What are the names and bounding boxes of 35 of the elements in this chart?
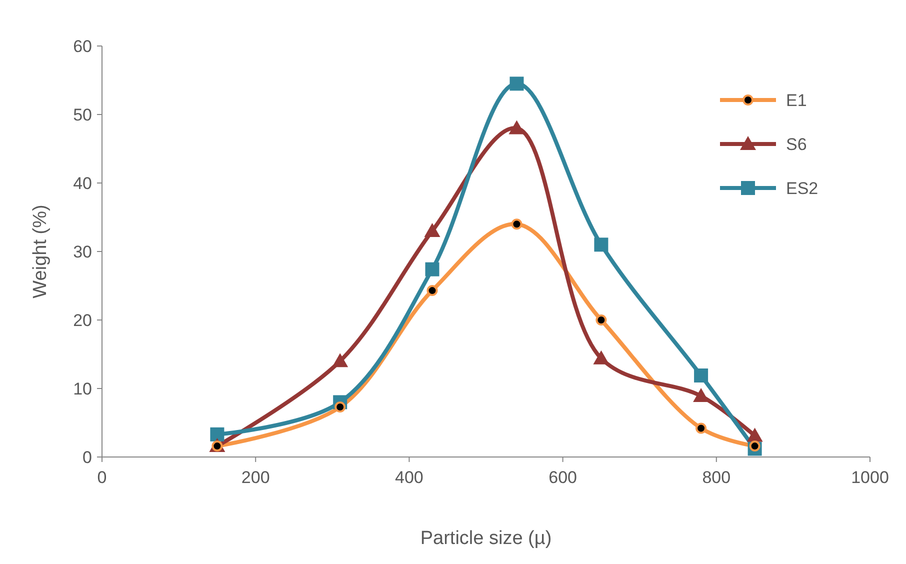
point	[332, 353, 348, 368]
point	[746, 428, 763, 442]
point	[424, 222, 440, 237]
point	[749, 440, 760, 452]
point	[426, 285, 438, 296]
point	[696, 422, 707, 434]
point	[693, 388, 710, 402]
point	[511, 218, 522, 230]
point	[510, 76, 524, 91]
x-tick-label: 1000	[851, 468, 889, 487]
y-axis-title: Weight (%)	[30, 204, 51, 298]
y-tick-label: 60	[73, 36, 92, 56]
x-tick-label: 200	[241, 468, 270, 487]
legend-label: S6	[786, 134, 807, 154]
y-tick-label: 20	[73, 310, 92, 330]
x-axis-title: Particle size (µ)	[420, 528, 552, 549]
y-tick-label: 30	[73, 242, 92, 262]
point	[594, 238, 608, 252]
point	[334, 401, 346, 412]
point	[596, 314, 607, 326]
legend-label: ES2	[786, 178, 818, 198]
y-tick-label: 0	[82, 448, 92, 467]
point	[210, 427, 224, 442]
x-tick-label: 400	[395, 468, 424, 487]
point	[593, 350, 610, 364]
x-tick-label: 0	[97, 468, 107, 487]
y-tick-label: 40	[73, 174, 92, 193]
point	[425, 262, 440, 276]
x-tick-label: 800	[702, 468, 731, 487]
y-tick-label: 10	[73, 379, 92, 398]
point	[694, 368, 708, 382]
y-tick-label: 50	[73, 105, 92, 124]
legend-label: E1	[786, 90, 807, 110]
x-tick-label: 600	[548, 468, 577, 487]
point	[508, 120, 525, 134]
